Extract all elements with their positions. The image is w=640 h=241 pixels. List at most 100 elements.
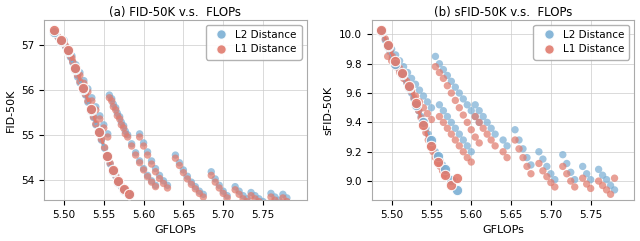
Point — [514, 138, 524, 142]
Point — [122, 135, 132, 139]
Point — [120, 132, 131, 136]
Point — [86, 108, 96, 112]
Point — [108, 169, 118, 173]
Point — [206, 174, 216, 177]
Point — [438, 68, 449, 72]
Point — [534, 161, 544, 165]
Point — [410, 82, 420, 86]
Point — [402, 79, 412, 83]
Point — [81, 93, 91, 97]
Point — [147, 159, 157, 163]
Point — [422, 100, 433, 104]
Point — [470, 115, 481, 119]
Point — [399, 76, 410, 80]
Point — [111, 174, 121, 178]
Point — [194, 191, 204, 195]
Point — [108, 168, 118, 172]
Point — [446, 178, 456, 181]
Point — [258, 200, 268, 203]
Point — [428, 150, 438, 154]
Point — [383, 43, 393, 47]
Point — [104, 93, 115, 97]
Point — [440, 167, 450, 171]
Point — [466, 128, 476, 132]
Point — [387, 47, 397, 51]
Point — [598, 173, 608, 177]
Point — [138, 141, 148, 145]
Point — [108, 105, 118, 109]
Point — [258, 202, 268, 206]
Point — [562, 172, 572, 176]
Point — [116, 120, 127, 124]
Point — [426, 144, 436, 148]
Point — [60, 44, 70, 48]
Point — [482, 132, 492, 136]
Point — [470, 135, 481, 139]
Point — [63, 48, 73, 52]
X-axis label: GFLOPs: GFLOPs — [482, 225, 524, 235]
Point — [602, 178, 612, 181]
Point — [163, 186, 173, 190]
Point — [397, 72, 407, 76]
Point — [435, 62, 445, 66]
Point — [230, 185, 240, 188]
Point — [242, 200, 252, 203]
Point — [78, 87, 88, 91]
Point — [49, 28, 59, 32]
Point — [387, 54, 397, 58]
X-axis label: GFLOPs: GFLOPs — [154, 225, 196, 235]
Point — [478, 126, 488, 130]
Point — [514, 147, 524, 151]
Point — [557, 165, 568, 168]
Point — [179, 171, 189, 174]
Point — [158, 179, 168, 183]
Point — [454, 106, 465, 110]
Point — [95, 117, 105, 121]
Point — [446, 91, 456, 95]
Point — [102, 154, 112, 157]
Point — [423, 138, 433, 142]
Point — [105, 162, 115, 166]
Point — [433, 154, 443, 158]
Point — [282, 196, 292, 200]
Point — [440, 167, 450, 171]
Point — [376, 30, 387, 33]
Point — [442, 126, 452, 130]
Point — [387, 59, 397, 63]
Point — [250, 194, 260, 198]
Point — [194, 189, 204, 193]
Point — [411, 103, 421, 107]
Point — [392, 65, 403, 69]
Point — [534, 150, 544, 154]
Point — [70, 66, 80, 70]
Point — [138, 168, 148, 172]
Point — [174, 163, 184, 167]
Point — [115, 117, 125, 121]
Point — [83, 87, 93, 91]
Point — [108, 169, 118, 173]
Point — [170, 156, 180, 160]
Point — [105, 161, 115, 165]
Point — [582, 172, 592, 176]
Point — [426, 138, 436, 142]
Point — [282, 200, 292, 203]
Point — [150, 183, 161, 187]
Point — [430, 156, 440, 160]
Point — [435, 165, 445, 168]
Point — [458, 97, 468, 101]
Point — [78, 86, 88, 90]
Point — [134, 159, 145, 163]
Point — [510, 138, 520, 142]
Point — [150, 170, 161, 174]
Point — [541, 165, 552, 168]
Point — [390, 53, 401, 57]
Point — [147, 162, 157, 166]
Point — [143, 175, 153, 179]
Point — [609, 176, 620, 180]
Point — [403, 82, 413, 86]
Point — [102, 135, 113, 139]
Point — [87, 99, 97, 103]
Point — [466, 150, 476, 154]
Point — [478, 115, 488, 119]
Point — [602, 188, 612, 192]
